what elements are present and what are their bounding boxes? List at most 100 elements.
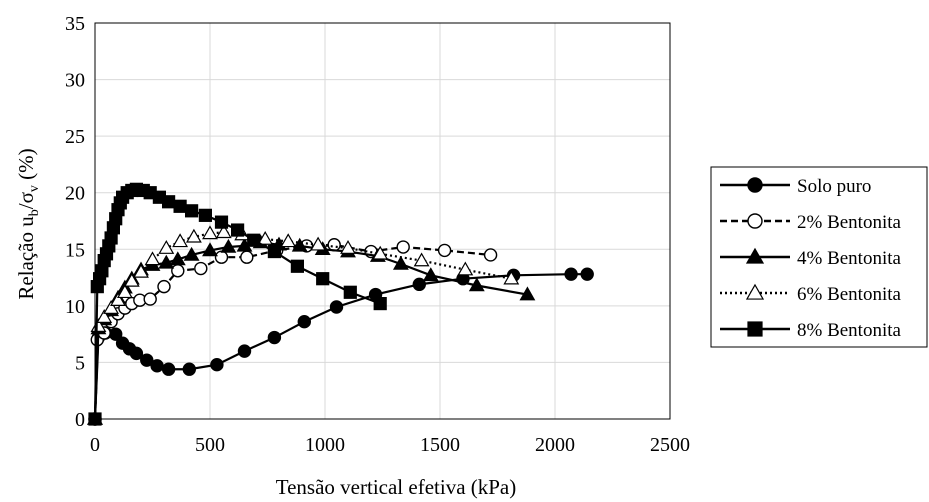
data-point [157,279,171,294]
legend-label: Solo puro [797,176,871,197]
y-tick-labels: 0 5 10 15 20 25 30 35 [65,13,85,431]
data-point [133,263,149,278]
y-tick-label: 30 [65,70,85,92]
data-point [247,233,261,247]
data-point [103,300,120,314]
y-axis-title: Relação ub/σv (%) [14,148,42,299]
y-axis-title-sub-v: v [27,185,42,192]
data-point [158,240,175,254]
y-tick-label: 25 [65,126,85,148]
data-point [231,223,245,237]
data-point [169,251,186,266]
legend-marker [747,177,763,193]
x-tick-label: 1500 [420,434,460,456]
data-point [215,224,232,239]
data-point [194,261,208,276]
data-point [280,233,297,248]
data-point [171,264,185,278]
x-tick-label: 500 [195,434,225,456]
data-point [172,233,189,248]
y-axis-title-end: (%) [14,148,38,185]
data-point [422,267,439,282]
data-point [210,357,224,372]
data-point [340,240,356,254]
data-point [237,344,252,358]
y-tick-label: 15 [65,239,85,261]
data-point [144,251,161,266]
x-tick-label: 2000 [535,434,575,456]
data-point [297,314,311,329]
data-point [182,362,197,376]
legend-marker [747,321,763,337]
y-tick-label: 10 [65,296,85,318]
x-axis-title: Tensão vertical efetiva (kPa) [276,475,517,499]
legend-label: 2% Bentonita [797,212,902,233]
data-point [267,244,281,259]
data-point [257,230,274,245]
data-point [468,277,485,292]
data-point [290,259,304,273]
data-point [185,204,199,218]
data-point [173,199,187,213]
data-point [123,272,140,287]
data-point [214,250,229,264]
legend-marker [745,283,765,300]
y-axis-title-sub-b: b [27,209,42,216]
x-tick-labels: 0 500 1000 1500 2000 2500 [90,434,690,456]
data-point [343,285,357,299]
legend-marker [747,213,763,229]
data-point [202,225,218,240]
data-point [413,252,430,267]
data-point [503,270,520,285]
data-point [140,353,154,367]
data-point [564,267,578,281]
data-point [519,286,536,301]
data-point [240,250,254,264]
series-layer [87,182,594,426]
data-point [185,228,202,243]
data-point [580,267,594,281]
data-point [483,248,498,262]
data-point [198,208,212,222]
legend-label: 8% Bentonita [797,320,902,341]
data-point [329,300,344,314]
y-axis-title-main: Relação u [14,216,38,300]
y-tick-label: 5 [75,352,85,374]
data-point [291,237,308,252]
data-point [372,245,389,260]
data-point [158,254,175,269]
data-point [310,236,327,251]
data-point [161,362,176,376]
legend-label: 6% Bentonita [797,284,902,305]
data-point [457,261,474,276]
series-line [93,273,588,420]
x-tick-label: 2500 [650,434,690,456]
data-point [437,243,452,258]
data-point [316,272,330,286]
data-point [214,215,229,229]
data-point [116,284,133,299]
data-point [129,346,144,361]
y-tick-label: 20 [65,183,85,205]
data-point [267,330,282,345]
legend-label: 4% Bentonita [797,248,902,269]
data-point [96,309,113,323]
y-axis-title-mid: /σ [14,192,38,209]
y-tick-label: 35 [65,13,85,35]
x-tick-label: 1000 [305,434,345,456]
data-point [220,238,237,253]
data-point [396,240,410,254]
plot-frame [94,22,671,420]
data-point [373,296,387,311]
data-point [202,242,218,257]
data-point [392,255,409,270]
x-tick-label: 0 [90,434,100,456]
data-point [110,292,126,306]
data-point [143,292,157,306]
legend: Solo puro 2% Bentonita 4% Bentonita 6% Bent… [710,166,928,348]
data-point [412,277,426,292]
legend-marker [745,247,765,264]
data-point [183,246,200,261]
series-5 [88,182,387,426]
